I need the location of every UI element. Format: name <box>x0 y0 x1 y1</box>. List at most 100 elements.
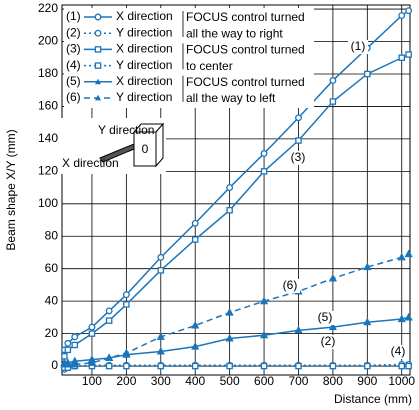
y-tick-label: 100 <box>38 196 58 210</box>
legend-text: Y direction <box>116 25 172 39</box>
marker <box>157 253 165 261</box>
x-tick-label: 200 <box>116 374 136 388</box>
y-tick-label: 120 <box>38 164 58 178</box>
marker <box>259 296 269 305</box>
marker <box>226 184 234 192</box>
legend-marker <box>94 62 102 69</box>
x-tick-label: 300 <box>151 374 171 388</box>
label-bg <box>288 151 308 165</box>
series-label: (1) <box>351 39 366 53</box>
legend-text: Y direction <box>116 58 172 72</box>
marker <box>61 353 68 360</box>
legend-label: (2) <box>66 25 81 39</box>
label-bg <box>280 279 300 293</box>
marker <box>405 7 413 15</box>
series-label: (5) <box>318 310 333 324</box>
marker <box>363 317 372 326</box>
marker <box>71 341 78 349</box>
legend-note: all the way to left <box>186 91 276 105</box>
marker <box>364 362 371 370</box>
series-label: (4) <box>391 344 406 358</box>
legend-bg <box>64 8 314 108</box>
legend-label: (1) <box>66 9 81 23</box>
legend-marker <box>94 46 102 53</box>
inset-box-side <box>155 122 164 168</box>
marker <box>260 168 268 175</box>
marker <box>122 348 131 357</box>
marker <box>123 362 130 370</box>
legend-marker <box>95 94 101 101</box>
marker <box>191 342 200 350</box>
legend-text: X direction <box>116 42 173 56</box>
marker <box>397 314 406 323</box>
marker <box>226 207 233 214</box>
marker <box>329 362 337 370</box>
marker <box>88 330 96 337</box>
marker <box>156 346 165 355</box>
marker <box>87 358 97 366</box>
legend-note: FOCUS control turned <box>186 10 305 24</box>
marker <box>123 301 130 308</box>
label-bg <box>388 345 408 359</box>
x-axis-label: Distance (mm) <box>334 392 412 406</box>
marker <box>88 323 96 331</box>
marker <box>105 317 113 324</box>
legend-marker <box>94 29 102 37</box>
y-tick-label: 80 <box>45 228 59 242</box>
marker <box>64 346 72 354</box>
x-tick-label: 100 <box>82 374 102 388</box>
marker <box>294 325 303 334</box>
legend-note: FOCUS control turned <box>186 43 305 57</box>
label-bg <box>315 311 335 325</box>
y-tick-label: 60 <box>45 261 59 275</box>
series-label: (3) <box>291 150 306 164</box>
y-tick-label: 180 <box>38 66 58 80</box>
marker <box>398 362 405 370</box>
legend-label: (3) <box>66 42 81 56</box>
marker <box>328 322 337 331</box>
marker <box>156 332 165 340</box>
legend: (1) X direction (2) Y direction (3) X directi… <box>64 8 314 108</box>
marker <box>63 359 72 368</box>
marker <box>398 54 405 61</box>
x-tick-label: 800 <box>323 374 343 388</box>
marker <box>157 362 165 370</box>
plot-frame <box>61 4 411 376</box>
marker <box>363 262 372 271</box>
label-bg <box>348 40 368 54</box>
marker <box>405 362 412 370</box>
inset-y-direction: Y direction <box>98 123 154 137</box>
x-tick-label: 500 <box>220 374 240 388</box>
legend-label: (4) <box>66 58 81 72</box>
marker <box>64 339 72 347</box>
legend-text: X direction <box>116 9 173 23</box>
inset: Y direction X direction 0 <box>60 118 166 174</box>
legend-text: X direction <box>116 74 173 88</box>
marker <box>404 312 413 321</box>
legend-label: (6) <box>66 90 81 104</box>
legend-note: FOCUS control turned <box>186 75 305 89</box>
marker <box>260 150 268 157</box>
inset-zero: 0 <box>142 142 149 156</box>
y-tick-label: 0 <box>51 358 58 372</box>
marker <box>397 252 406 261</box>
marker <box>295 362 302 370</box>
inset-x-direction: X direction <box>62 156 119 170</box>
legend-note: all the way to right <box>186 26 283 40</box>
marker <box>191 362 199 370</box>
marker <box>398 12 406 19</box>
marker <box>105 353 114 362</box>
marker <box>364 70 371 78</box>
x-tick-label: 1000 <box>388 374 415 388</box>
series-line <box>64 363 409 370</box>
marker <box>405 51 412 58</box>
marker <box>329 77 337 84</box>
marker <box>105 362 113 370</box>
marker <box>191 320 200 329</box>
x-tick-label: 700 <box>288 374 308 388</box>
x-tick-label: 600 <box>254 374 274 388</box>
y-tick-label: 140 <box>38 131 58 145</box>
marker <box>404 249 413 258</box>
marker <box>225 333 234 342</box>
